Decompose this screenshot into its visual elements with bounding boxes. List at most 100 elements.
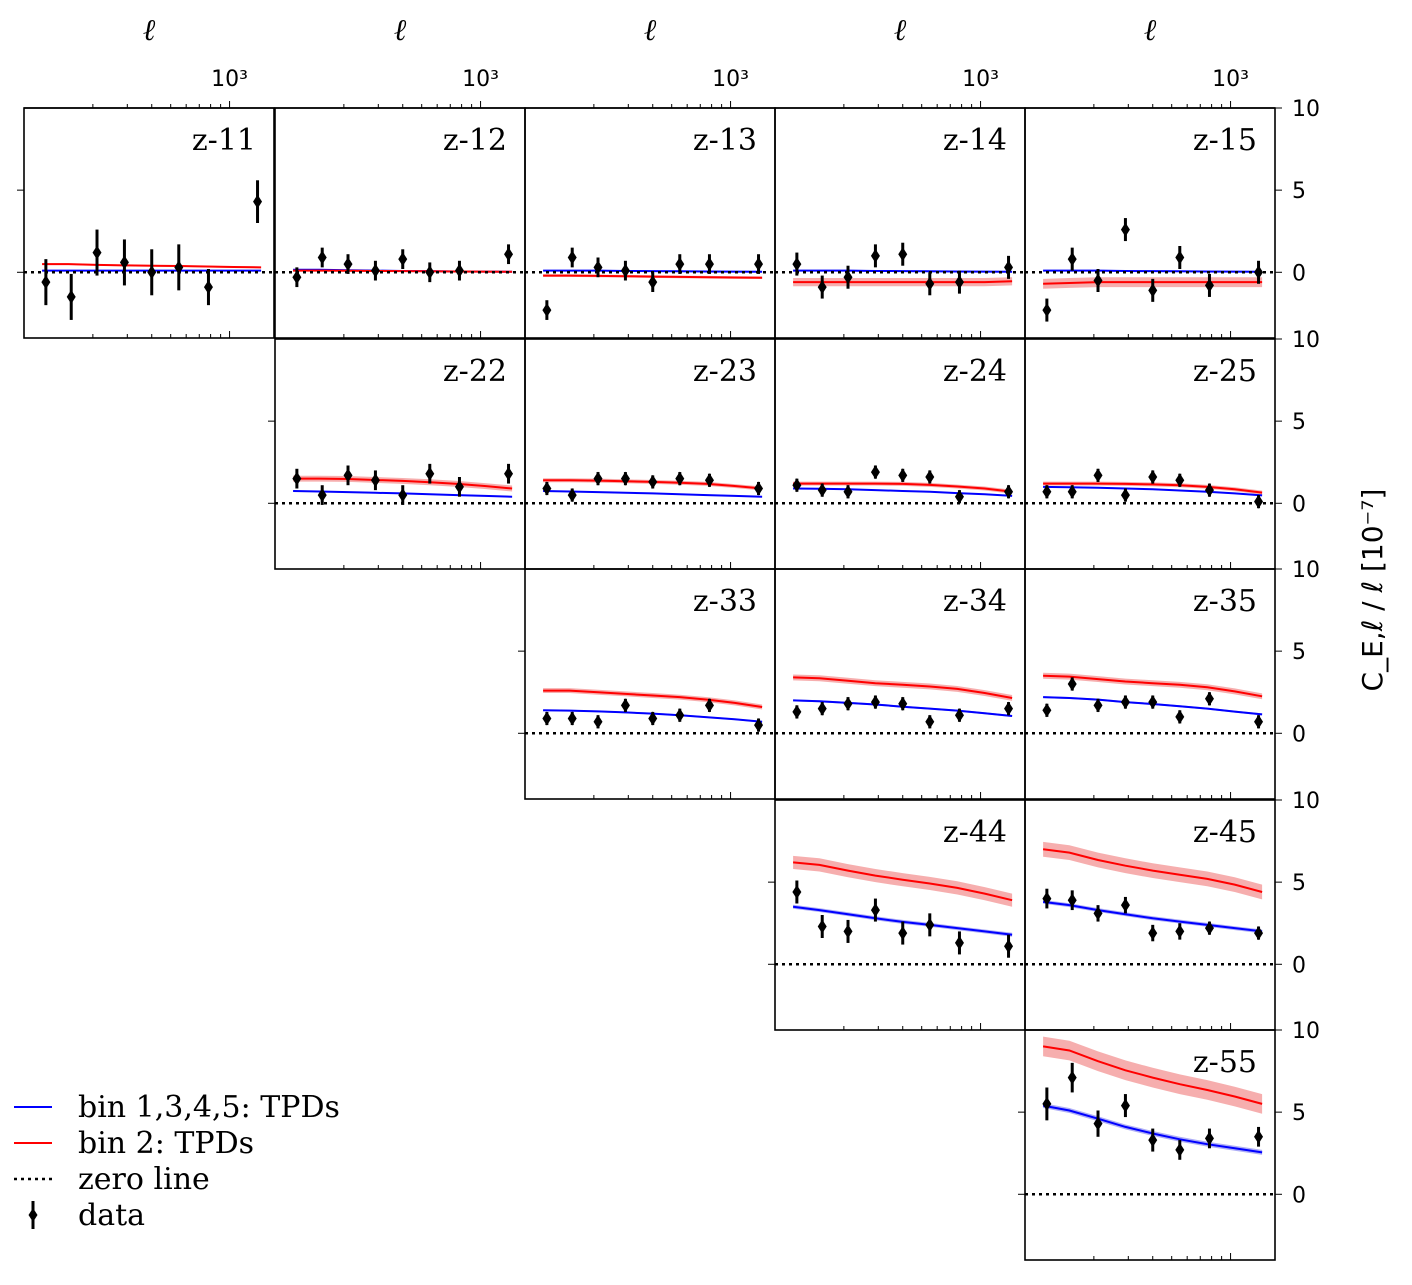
data-point-z-24-7 xyxy=(1004,484,1014,499)
data-point-z-25-6 xyxy=(1204,483,1214,498)
data-point-z-13-3 xyxy=(620,263,630,278)
panel-z-44: z-44 xyxy=(768,799,1026,1031)
panel-z-33: z-33 xyxy=(518,568,776,800)
data-point-z-11-3 xyxy=(119,255,129,270)
legend-label-2: zero line xyxy=(78,1162,210,1197)
top-x-tick-label-0: 10³ xyxy=(211,67,248,92)
data-point-z-33-7 xyxy=(754,718,764,733)
data-point-z-23-3 xyxy=(620,471,630,486)
legend-swatch-diamond xyxy=(28,1208,38,1222)
red-line-z-44 xyxy=(793,861,1013,902)
right-tick-label-1-10: 10 xyxy=(1292,328,1320,353)
data-point-z-22-4 xyxy=(398,488,408,503)
data-point-z-13-5 xyxy=(675,257,685,272)
panel-z-11: z-11 xyxy=(17,107,275,339)
data-point-z-23-7 xyxy=(754,481,764,496)
panel-label-z-23: z-23 xyxy=(693,354,757,389)
panel-z-15: z-15 xyxy=(1024,107,1276,339)
panel-z-55: z-55 xyxy=(1018,1029,1276,1261)
data-point-z-33-5 xyxy=(675,708,685,723)
red-line-z-34 xyxy=(793,676,1013,699)
red-line-z-14 xyxy=(793,280,1013,284)
data-point-z-34-7 xyxy=(1004,701,1014,716)
data-point-z-55-6 xyxy=(1204,1131,1214,1146)
panel-z-34: z-34 xyxy=(774,568,1026,800)
panel-z-14: z-14 xyxy=(774,107,1026,339)
data-point-z-14-6 xyxy=(954,275,964,290)
data-point-z-25-7 xyxy=(1254,494,1264,509)
data-point-z-45-4 xyxy=(1148,926,1158,941)
top-axes-group: ℓ 10³ ℓ 10³ ℓ 10³ ℓ 10³ ℓ 10³ xyxy=(24,13,1275,109)
data-point-z-44-3 xyxy=(870,903,880,918)
panel-frame-z-55 xyxy=(1024,1029,1276,1261)
panel-label-z-22: z-22 xyxy=(443,354,507,389)
top-x-tick-label-2: 10³ xyxy=(712,67,749,92)
data-point-z-33-0 xyxy=(542,711,552,726)
red-line-z-45 xyxy=(1042,848,1263,893)
data-point-z-34-1 xyxy=(817,701,827,716)
legend-label-1: bin 2: TPDs xyxy=(78,1126,254,1161)
right-tick-label-4-10: 10 xyxy=(1292,1019,1320,1044)
data-point-z-34-3 xyxy=(870,695,880,710)
data-point-z-22-7 xyxy=(504,466,514,481)
top-x-axis-label-1: ℓ xyxy=(394,13,407,48)
panel-label-z-14: z-14 xyxy=(943,123,1007,158)
panel-label-z-11: z-11 xyxy=(192,123,256,158)
data-point-z-25-4 xyxy=(1148,470,1158,484)
data-point-z-12-5 xyxy=(425,265,435,280)
data-point-z-13-2 xyxy=(593,260,603,275)
data-point-z-11-7 xyxy=(253,194,263,209)
data-point-z-15-0 xyxy=(1042,303,1052,318)
panels-group: z-11 z-12 z-13 z-14 z-15 z-22 z-23 z-24 z-25 z-33… xyxy=(17,107,1276,1261)
legend-label-3: data xyxy=(78,1198,145,1233)
data-point-z-25-3 xyxy=(1120,488,1130,503)
data-point-z-15-4 xyxy=(1148,283,1158,298)
data-point-z-11-6 xyxy=(203,280,213,295)
data-point-z-35-1 xyxy=(1067,677,1077,691)
right-tick-label-3-10: 10 xyxy=(1292,789,1320,814)
panel-label-z-33: z-33 xyxy=(693,584,757,619)
data-point-z-35-5 xyxy=(1175,709,1185,724)
data-point-z-33-2 xyxy=(593,714,603,729)
data-point-z-35-2 xyxy=(1093,698,1103,713)
data-point-z-14-7 xyxy=(1004,260,1014,275)
top-x-tick-label-1: 10³ xyxy=(462,67,499,92)
panel-label-z-12: z-12 xyxy=(443,123,507,158)
panel-label-z-15: z-15 xyxy=(1193,123,1257,158)
blue-line-z-25 xyxy=(1043,485,1263,497)
data-point-z-33-1 xyxy=(567,711,577,726)
data-point-z-45-7 xyxy=(1254,926,1264,941)
right-tick-label-2-5: 5 xyxy=(1292,640,1306,665)
top-x-axis-label-0: ℓ xyxy=(143,13,156,48)
data-point-z-34-0 xyxy=(792,704,802,719)
data-point-z-14-4 xyxy=(898,247,908,262)
panel-z-25: z-25 xyxy=(1024,338,1276,570)
panel-label-z-45: z-45 xyxy=(1193,815,1257,850)
data-point-z-35-7 xyxy=(1254,714,1264,729)
right-tick-label-2-10: 10 xyxy=(1292,558,1320,583)
data-point-z-55-7 xyxy=(1254,1129,1264,1144)
blue-line-z-23 xyxy=(543,490,763,498)
panel-label-z-24: z-24 xyxy=(943,354,1007,389)
panel-label-z-25: z-25 xyxy=(1193,354,1257,389)
data-point-z-44-1 xyxy=(817,919,827,934)
panel-z-35: z-35 xyxy=(1024,568,1276,800)
data-point-z-13-7 xyxy=(754,257,764,272)
panel-z-23: z-23 xyxy=(524,338,776,570)
right-axis-group: 10 5 0 10 5 0 10 5 0 10 5 0 10 5 0 xyxy=(1275,97,1320,1208)
data-point-z-25-0 xyxy=(1042,484,1052,499)
data-point-z-24-6 xyxy=(954,489,964,504)
data-point-z-22-0 xyxy=(292,471,302,486)
data-point-z-23-2 xyxy=(593,471,603,486)
data-point-z-45-3 xyxy=(1120,898,1130,913)
data-point-z-12-3 xyxy=(370,263,380,278)
data-point-z-15-7 xyxy=(1254,265,1264,280)
data-point-z-24-2 xyxy=(843,484,853,499)
data-point-z-45-0 xyxy=(1042,891,1052,906)
data-point-z-55-0 xyxy=(1042,1096,1052,1111)
red-line-z-33 xyxy=(543,689,763,708)
data-point-z-45-1 xyxy=(1067,893,1077,908)
data-point-z-13-0 xyxy=(542,303,552,318)
